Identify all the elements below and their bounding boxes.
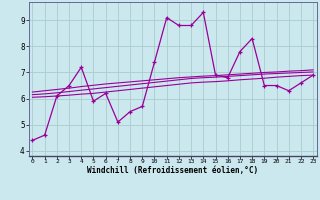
X-axis label: Windchill (Refroidissement éolien,°C): Windchill (Refroidissement éolien,°C) (87, 166, 258, 175)
